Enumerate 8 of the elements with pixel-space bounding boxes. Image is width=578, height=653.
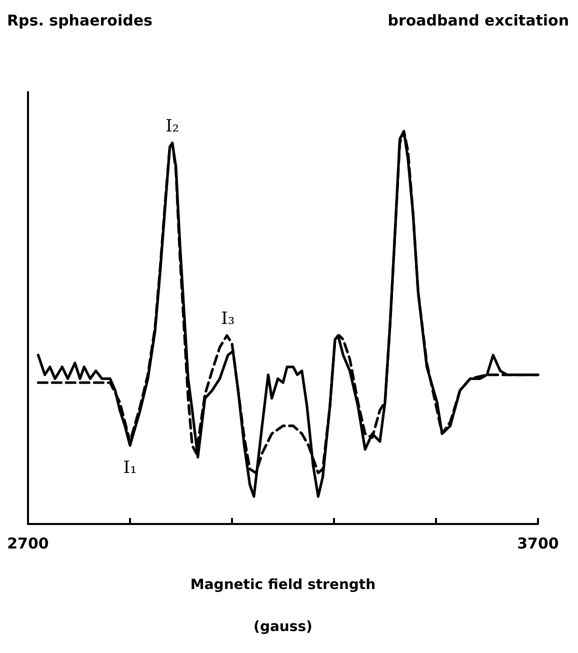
annotation: I₂ bbox=[166, 116, 180, 137]
text: Magnetic field strength (gauss) bbox=[190, 577, 376, 635]
annotation: I₃ bbox=[221, 308, 235, 329]
chart-title: Rps. sphaeroides bbox=[7, 12, 153, 30]
x-tick-label: 2700 bbox=[7, 534, 49, 552]
x-tick-label: 3700 bbox=[517, 534, 559, 552]
annotation: I₁ bbox=[123, 458, 137, 478]
chart-subtitle: broadband excitation bbox=[388, 12, 570, 30]
